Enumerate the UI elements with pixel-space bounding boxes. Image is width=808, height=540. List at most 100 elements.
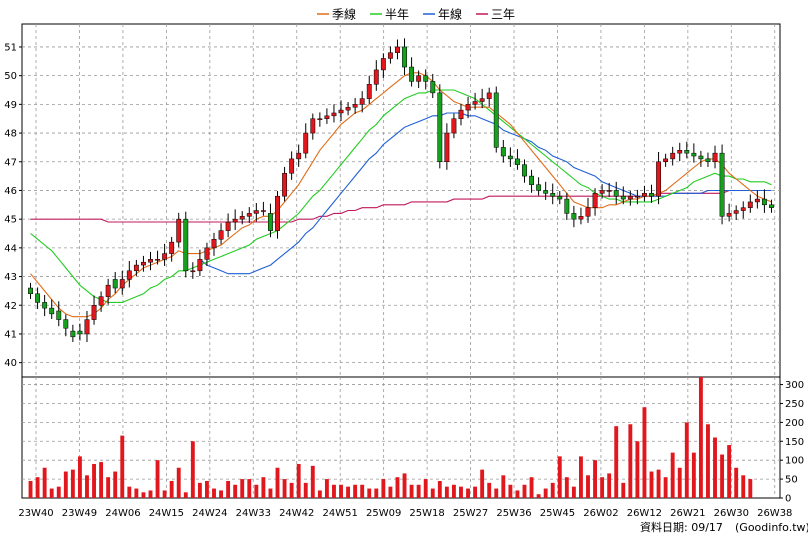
price-tick-label: 47 — [4, 157, 17, 168]
candle-body — [613, 190, 619, 197]
candle-body — [564, 198, 570, 214]
candle-body — [761, 198, 767, 206]
volume-bar — [240, 479, 245, 498]
price-tick-label: 50 — [4, 71, 17, 82]
price-tick-label: 40 — [4, 358, 17, 369]
volume-bar — [247, 479, 252, 498]
volume-tick-label: 150 — [785, 437, 804, 448]
volume-bar — [303, 482, 308, 498]
x-tick-label: 26W21 — [670, 508, 705, 519]
volume-bar — [42, 467, 47, 498]
volume-bar — [395, 477, 400, 498]
volume-bar — [85, 475, 89, 498]
candle-body — [148, 259, 153, 263]
legend-label: 三年 — [491, 8, 515, 22]
volume-bar — [402, 473, 407, 498]
volume-bar — [162, 490, 167, 498]
candle-body — [465, 104, 471, 111]
candle-body — [190, 270, 196, 273]
candle-body — [437, 92, 443, 163]
volume-bar — [261, 477, 266, 498]
x-tick-label: 25W18 — [409, 508, 444, 519]
volume-bar — [317, 490, 322, 498]
candle-body — [387, 52, 393, 59]
volume-bar — [550, 482, 555, 498]
x-tick-label: 25W36 — [496, 508, 531, 519]
volume-bar — [219, 490, 223, 498]
candle-body — [268, 213, 273, 231]
volume-bar — [28, 480, 33, 498]
candle-body — [557, 195, 563, 200]
candle-body — [458, 109, 464, 119]
candle-body — [684, 150, 690, 154]
candle-body — [536, 184, 542, 191]
volume-bar — [360, 484, 365, 498]
candle-body — [218, 230, 224, 240]
candle-body — [275, 195, 280, 231]
volume-tick-label: 50 — [785, 475, 798, 486]
volume-bar — [148, 490, 153, 498]
candle-body — [133, 264, 139, 272]
volume-bar — [529, 477, 534, 498]
candle-body — [649, 193, 654, 197]
candle-body — [599, 190, 605, 194]
legend-label: 季線 — [332, 7, 356, 22]
volume-bar — [607, 473, 612, 498]
x-tick-label: 26W38 — [757, 508, 792, 519]
candle-body — [225, 221, 231, 231]
candle-body — [493, 92, 499, 148]
legend-label: 半年 — [385, 8, 409, 22]
volume-bar — [63, 471, 68, 498]
candle-body — [98, 296, 104, 306]
candle-body — [239, 216, 245, 220]
volume-bar — [536, 494, 541, 498]
candle-body — [303, 132, 309, 154]
volume-bar — [190, 441, 195, 498]
volume-bar — [169, 480, 174, 498]
candle-body — [430, 81, 436, 94]
price-tick-label: 49 — [4, 100, 17, 111]
candle-body — [253, 210, 259, 214]
volume-bar — [275, 467, 280, 498]
ma-half-year-line — [30, 89, 772, 303]
volume-bar — [501, 475, 506, 498]
volume-bar — [289, 482, 294, 498]
x-tick-label: 24W42 — [279, 508, 314, 519]
volume-bar — [423, 479, 428, 498]
volume-bar — [713, 437, 717, 498]
volume-bar — [155, 460, 160, 498]
volume-bar — [621, 482, 626, 498]
legend-label: 年線 — [438, 7, 462, 22]
candle-body — [479, 98, 485, 102]
volume-panel: 0 50 100 150 200 250 300 — [21, 376, 804, 505]
volume-bar — [734, 467, 739, 498]
volume-bar — [586, 475, 590, 498]
candle-body — [726, 213, 732, 217]
volume-bar — [141, 492, 146, 498]
volume-bar — [388, 486, 393, 498]
price-tick-label: 51 — [4, 42, 17, 53]
volume-bar — [571, 486, 576, 498]
candle-body — [733, 210, 739, 214]
volume-bar — [176, 467, 181, 498]
candle-body — [571, 213, 577, 220]
volume-bar — [649, 471, 654, 498]
footer-date-label: 資料日期: 09/17 — [640, 520, 723, 534]
x-tick-label: 24W06 — [105, 508, 140, 519]
candle-body — [338, 109, 344, 114]
candle-body — [260, 210, 266, 212]
candle-body — [282, 172, 288, 197]
x-tick-label: 24W33 — [236, 508, 271, 519]
candle-body — [444, 132, 450, 163]
candle-body — [84, 319, 90, 335]
volume-bar — [296, 463, 301, 498]
volume-bar — [691, 452, 696, 498]
volume-bar — [677, 467, 682, 498]
candle-body — [119, 279, 125, 289]
volume-bar — [543, 488, 548, 498]
candle-body — [402, 46, 407, 68]
volume-bar — [56, 486, 61, 498]
candle-body — [359, 98, 365, 105]
price-panel: 40 41 42 43 44 45 46 47 48 49 50 51 — [4, 23, 781, 378]
candle-body — [514, 158, 520, 165]
